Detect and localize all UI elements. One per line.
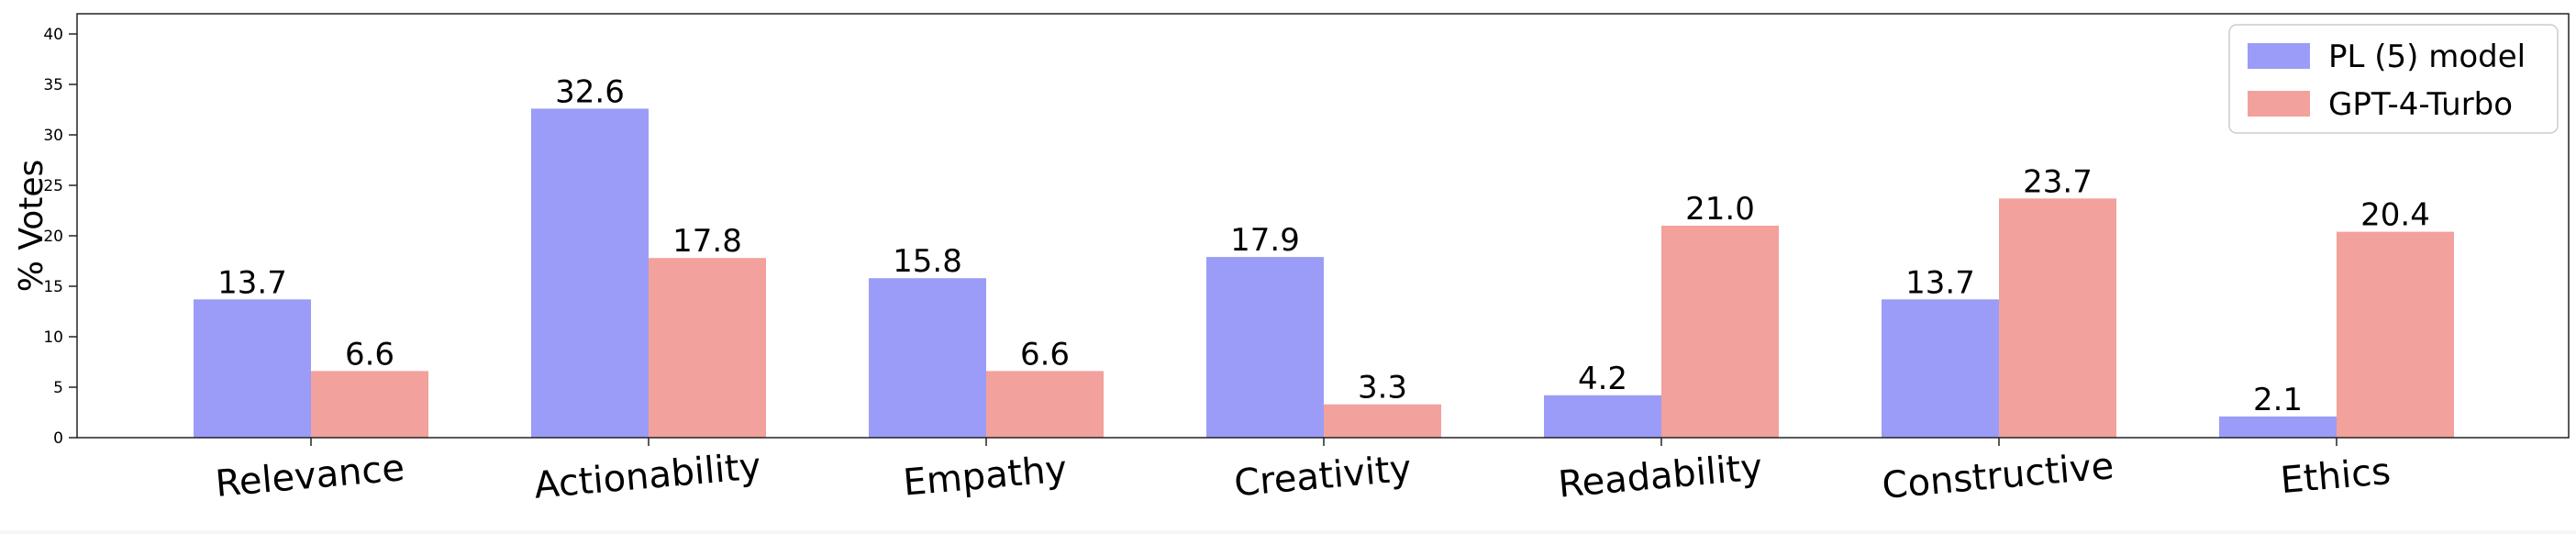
data-label-gpt4-turbo-relevance: 6.6	[345, 336, 394, 373]
bar-pl-model-relevance	[194, 299, 311, 438]
bar-gpt4-turbo-readability	[1661, 226, 1779, 438]
data-label-gpt4-turbo-ethics: 20.4	[2360, 197, 2430, 234]
bar-gpt4-turbo-constructive	[1999, 198, 2116, 439]
legend-swatch-gpt4-turbo	[2248, 91, 2310, 117]
bar-gpt4-turbo-relevance	[311, 371, 428, 438]
x-tick-label-creativity: Creativity	[1232, 448, 1413, 506]
legend: PL (5) model GPT-4-Turbo	[2228, 24, 2559, 134]
bars-layer	[194, 108, 2454, 439]
y-tick-label: 40	[43, 26, 63, 44]
bar-gpt4-turbo-ethics	[2337, 231, 2454, 438]
y-tick-label: 15	[43, 278, 63, 296]
plot-area-frame	[76, 13, 2570, 439]
x-axis: Relevance Actionability Empathy Creativity R…	[214, 438, 2393, 507]
bar-pl-model-actionability	[531, 108, 649, 439]
y-tick-label: 25	[43, 177, 63, 195]
y-tick-label: 5	[53, 379, 63, 397]
y-tick-label: 0	[53, 429, 63, 448]
y-tick-label: 35	[43, 76, 63, 95]
legend-label-pl-model: PL (5) model	[2328, 39, 2526, 75]
x-tick-label-relevance: Relevance	[214, 447, 406, 506]
bar-pl-model-creativity	[1206, 257, 1324, 438]
bar-gpt4-turbo-actionability	[649, 258, 766, 438]
x-tick-label-ethics: Ethics	[2279, 451, 2393, 502]
data-label-pl-model-actionability: 32.6	[555, 73, 625, 110]
legend-box	[2228, 24, 2559, 134]
x-tick-label-readability: Readability	[1557, 446, 1764, 506]
legend-swatch-pl-model	[2248, 43, 2310, 69]
x-tick-label-actionability: Actionability	[532, 445, 762, 506]
bar-pl-model-empathy	[869, 278, 986, 438]
y-axis: 0 5 10 15 20 25 30 35 40	[43, 26, 77, 448]
data-label-gpt4-turbo-readability: 21.0	[1685, 191, 1755, 228]
data-label-pl-model-empathy: 15.8	[893, 243, 962, 280]
y-axis-label: % Votes	[13, 160, 50, 293]
x-tick-label-empathy: Empathy	[902, 448, 1069, 504]
y-tick-label: 10	[43, 328, 63, 347]
data-labels-layer: 13.7 6.6 32.6 17.8 15.8 6.6 17.9 3.3 4.2 21.0 13.7…	[217, 73, 2430, 418]
data-label-pl-model-relevance: 13.7	[217, 264, 287, 301]
data-label-gpt4-turbo-constructive: 23.7	[2023, 163, 2093, 200]
legend-label-gpt4-turbo: GPT-4-Turbo	[2328, 86, 2513, 123]
data-label-gpt4-turbo-creativity: 3.3	[1358, 370, 1407, 406]
y-tick-label: 30	[43, 127, 63, 145]
y-tick-label: 20	[43, 228, 63, 246]
data-label-gpt4-turbo-empathy: 6.6	[1020, 336, 1070, 373]
data-label-pl-model-constructive: 13.7	[1905, 264, 1975, 301]
bar-gpt4-turbo-empathy	[986, 371, 1104, 438]
bar-pl-model-ethics	[2219, 416, 2337, 438]
x-tick-label-constructive: Constructive	[1881, 445, 2115, 507]
data-label-gpt4-turbo-actionability: 17.8	[672, 223, 742, 260]
data-label-pl-model-creativity: 17.9	[1230, 222, 1300, 259]
bar-pl-model-constructive	[1882, 299, 1999, 438]
bar-pl-model-readability	[1544, 395, 1661, 438]
bar-gpt4-turbo-creativity	[1324, 404, 1441, 438]
data-label-pl-model-ethics: 2.1	[2253, 382, 2303, 418]
data-label-pl-model-readability: 4.2	[1578, 361, 1627, 397]
